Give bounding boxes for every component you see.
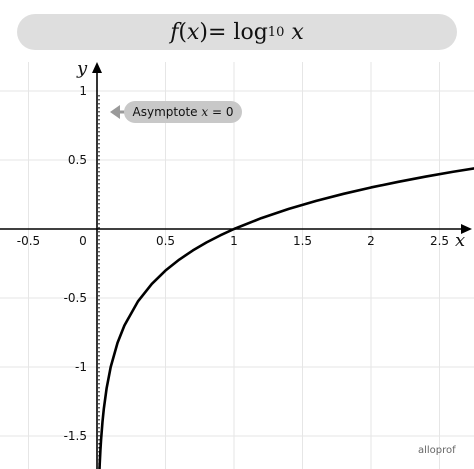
y-tick-label: -1 [75,360,87,374]
brand-logo: alloprof [418,445,456,456]
origin-label: 0 [79,234,87,248]
y-tick-label: -1.5 [64,429,87,443]
function-title: f(x) = log 10 x [17,14,457,50]
x-tick-label: 1.5 [293,234,312,248]
y-tick-label: -0.5 [64,291,87,305]
y-axis-arrow [92,62,102,73]
asymptote-callout-arrow [110,105,120,119]
x-tick-label: -0.5 [17,234,40,248]
title-log-base: 10 [267,24,285,40]
asymptote-label: Asymptote x = 0 [133,105,234,119]
y-tick-label: 1 [79,84,87,98]
x-tick-label: 2 [367,234,375,248]
y-tick-label: 0.5 [68,153,87,167]
x-tick-label: 2.5 [430,234,449,248]
title-argument: x [291,19,304,45]
title-equals-log: = log [208,19,268,45]
x-tick-label: 0.5 [156,234,175,248]
log10-curve [98,167,474,469]
title-function-name: f [170,19,179,45]
x-tick-label: 1 [230,234,238,248]
asymptote-label-pill [124,101,242,123]
title-paren-close: ) [199,19,208,45]
title-variable: x [186,19,200,45]
y-axis-label: y [76,58,88,79]
x-axis-arrow [461,224,472,234]
title-paren-open: ( [178,19,187,45]
x-axis-label: x [455,230,465,251]
